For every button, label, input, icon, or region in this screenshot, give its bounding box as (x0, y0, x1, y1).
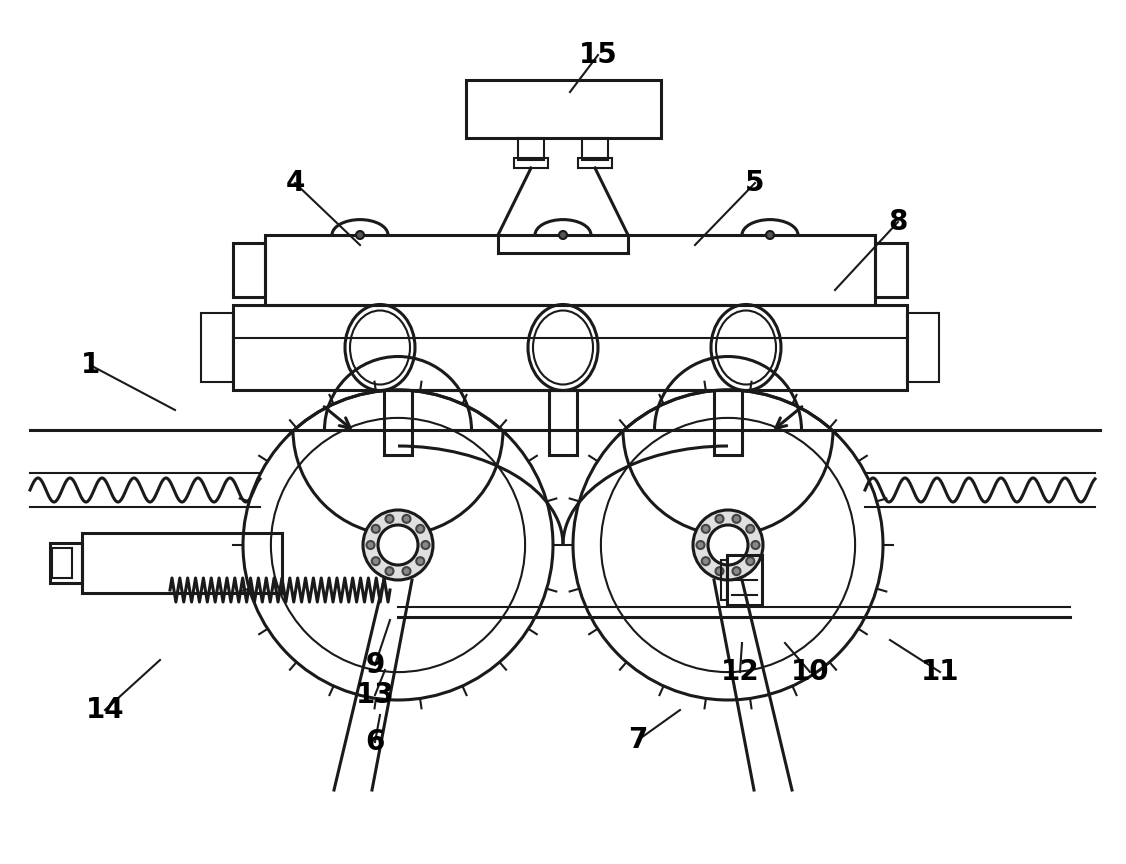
Bar (721, 560, 727, 600)
Circle shape (715, 567, 724, 575)
Bar (233, 243, 265, 297)
Bar (233, 305, 908, 390)
Circle shape (697, 541, 705, 549)
Circle shape (747, 524, 754, 533)
Text: 14: 14 (86, 696, 124, 724)
Circle shape (366, 541, 375, 549)
Bar (202, 313, 233, 382)
Circle shape (751, 541, 760, 549)
Circle shape (402, 515, 411, 523)
Circle shape (372, 557, 379, 565)
Text: 5: 5 (745, 169, 765, 197)
Circle shape (733, 515, 741, 523)
Circle shape (747, 557, 754, 565)
Bar (82, 533, 282, 593)
Circle shape (356, 231, 364, 239)
Text: 15: 15 (579, 41, 617, 69)
Bar (50, 543, 82, 583)
Bar (578, 158, 613, 168)
Text: 4: 4 (285, 169, 305, 197)
Text: 13: 13 (356, 681, 394, 709)
Bar (384, 390, 412, 455)
Text: 1: 1 (80, 351, 99, 379)
Circle shape (417, 524, 425, 533)
Circle shape (708, 525, 748, 565)
Bar (714, 390, 742, 455)
Circle shape (421, 541, 429, 549)
Circle shape (766, 231, 774, 239)
Circle shape (715, 515, 724, 523)
Circle shape (701, 557, 709, 565)
Text: 10: 10 (790, 658, 830, 686)
Bar (518, 138, 544, 160)
Bar (265, 235, 875, 305)
Circle shape (701, 524, 709, 533)
Text: 6: 6 (365, 728, 385, 756)
Circle shape (558, 231, 568, 239)
Circle shape (692, 510, 763, 580)
Circle shape (385, 515, 393, 523)
Circle shape (363, 510, 434, 580)
Text: 9: 9 (365, 651, 385, 679)
Bar (875, 243, 908, 297)
Text: 11: 11 (921, 658, 959, 686)
Bar (727, 555, 762, 605)
Text: 7: 7 (628, 726, 647, 754)
Bar (52, 548, 72, 578)
Bar (582, 138, 608, 160)
Bar (908, 313, 939, 382)
Circle shape (733, 567, 741, 575)
Circle shape (378, 525, 418, 565)
Circle shape (417, 557, 425, 565)
Bar (466, 80, 661, 138)
Circle shape (402, 567, 411, 575)
Circle shape (372, 524, 379, 533)
Text: 12: 12 (721, 658, 759, 686)
Text: 8: 8 (888, 208, 908, 236)
Bar (549, 390, 577, 455)
Bar (513, 158, 548, 168)
Circle shape (385, 567, 393, 575)
